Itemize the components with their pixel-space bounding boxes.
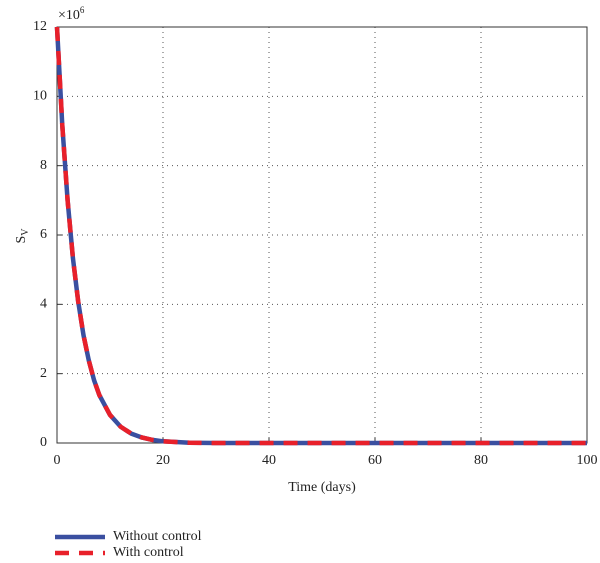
series-line [54, 26, 587, 446]
y-tick-label: 10 [33, 89, 47, 104]
y-axis-label: SV [14, 228, 31, 244]
y-tick-label: 6 [40, 227, 47, 242]
x-tick-label: 80 [474, 453, 488, 468]
x-tick-label: 20 [156, 453, 170, 468]
y-multiplier-exp: 6 [80, 5, 85, 15]
x-tick-label: 100 [577, 453, 598, 468]
y-tick-label: 2 [40, 366, 47, 381]
y-tick-label: 0 [40, 435, 47, 450]
x-tick-label: 40 [262, 453, 276, 468]
x-tick-label: 60 [368, 453, 382, 468]
y-tick-label: 4 [40, 297, 47, 312]
x-tick-label: 0 [54, 453, 61, 468]
y-multiplier-base: ×10 [58, 8, 80, 23]
y-axis-label-main: S [14, 236, 29, 244]
x-axis-label: Time (days) [288, 480, 356, 495]
y-tick-label: 8 [40, 158, 47, 173]
legend-label: With control [113, 545, 184, 560]
y-axis-label-sub: V [20, 228, 31, 236]
y-multiplier: ×106 [58, 5, 85, 23]
y-tick-label: 12 [33, 19, 47, 34]
legend-label: Without control [113, 529, 202, 544]
